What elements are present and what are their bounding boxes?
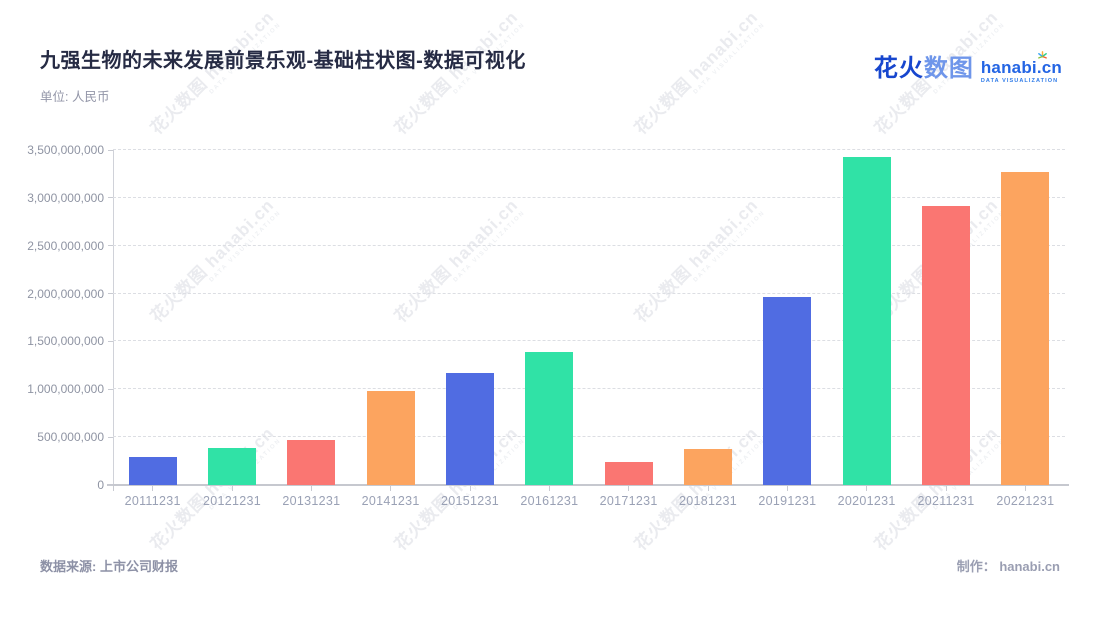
y-axis-label: 1,500,000,000 [27, 334, 104, 349]
bar-20211231[interactable] [922, 206, 970, 485]
x-axis-label: 20201231 [837, 494, 896, 508]
y-axis-tick [108, 484, 113, 486]
y-axis-tick [108, 149, 113, 151]
bar-20111231[interactable] [128, 457, 177, 485]
chart-title: 九强生物的未来发展前景乐观-基础柱状图-数据可视化 [40, 50, 526, 72]
x-axis-label: 20111231 [124, 494, 181, 508]
x-axis-label: 20161231 [520, 494, 579, 508]
x-axis-label: 20141231 [361, 494, 420, 508]
logo-domain-text: hanabi.cn [980, 58, 1062, 77]
x-axis-label: 20121231 [202, 494, 261, 508]
gridline [113, 244, 1065, 246]
bar-20161231[interactable] [525, 351, 574, 485]
chart-unit-label: 单位: 人民币 [40, 90, 110, 104]
y-axis-label: 2,000,000,000 [27, 286, 104, 301]
logo-cn-text: 花火数图 [874, 56, 974, 82]
x-axis-tick [786, 486, 788, 491]
x-axis-tick [231, 486, 233, 491]
bar-20121231[interactable] [208, 448, 256, 485]
y-axis-label: 1,000,000,000 [27, 382, 104, 397]
y-axis-tick [108, 340, 113, 342]
gridline [113, 436, 1065, 438]
hanabi-logo: 花火数图 hanabi.cn DATA VISUALIZATION [874, 51, 1062, 84]
y-axis-tick [108, 197, 113, 199]
x-axis-tick [628, 486, 630, 491]
x-axis-tick [548, 486, 550, 491]
y-axis-label: 3,500,000,000 [27, 143, 104, 157]
logo-domain-block: hanabi.cn DATA VISUALIZATION [980, 51, 1062, 84]
gridline [113, 292, 1065, 294]
x-axis-label: 20191231 [758, 494, 817, 508]
gridline [113, 196, 1065, 198]
x-axis-tick [707, 486, 709, 491]
logo-cn-part1: 花火 [873, 55, 924, 82]
bar-20151231[interactable] [446, 372, 494, 485]
x-axis-tick [866, 486, 868, 491]
x-axis-line [107, 484, 1069, 486]
y-axis-label: 500,000,000 [37, 430, 104, 445]
x-axis-tick [469, 486, 471, 491]
bar-20221231[interactable] [1001, 172, 1050, 485]
y-axis-line [113, 150, 114, 485]
data-source-note: 数据来源: 上市公司财报 [40, 559, 178, 574]
gridline [113, 340, 1065, 342]
gridline [113, 388, 1065, 390]
x-axis-label: 20221231 [996, 494, 1055, 508]
y-axis-label: 0 [97, 478, 104, 492]
y-axis-tick [108, 388, 113, 390]
bar-20141231[interactable] [366, 390, 415, 485]
x-axis-label: 20171231 [599, 494, 658, 508]
plot-area: 0 500,000,000 1,000,000,000 1,500,000,000 2,… [27, 143, 1069, 508]
bar-20181231[interactable] [684, 449, 732, 485]
y-axis-label: 3,000,000,000 [27, 190, 104, 205]
y-axis-tick [108, 436, 113, 438]
bar-20191231[interactable] [763, 297, 812, 485]
x-axis-tick [152, 486, 154, 491]
x-axis-tick [390, 486, 392, 491]
credit-note: 制作： hanabi.cn [956, 559, 1060, 574]
y-axis-tick [108, 245, 113, 247]
x-axis-label: 20181231 [678, 494, 737, 508]
bar-20131231[interactable] [287, 439, 336, 485]
y-axis-tick [108, 293, 113, 295]
logo-tagline-text: DATA VISUALIZATION [980, 78, 1059, 84]
bar-20201231[interactable] [842, 157, 891, 485]
bar-20171231[interactable] [604, 461, 653, 485]
x-axis-tick [1024, 486, 1026, 491]
x-axis-origin-tick [112, 486, 114, 491]
y-axis-label: 2,500,000,000 [27, 238, 104, 253]
logo-cn-part2: 数图 [923, 55, 974, 82]
x-axis-label: 20151231 [440, 494, 499, 508]
x-axis-label: 20131231 [282, 494, 341, 508]
x-axis-tick [945, 486, 947, 491]
x-axis-label: 20211231 [917, 494, 975, 508]
x-axis-tick [310, 486, 312, 491]
gridline [113, 149, 1065, 150]
firework-spark-icon [1038, 51, 1047, 59]
